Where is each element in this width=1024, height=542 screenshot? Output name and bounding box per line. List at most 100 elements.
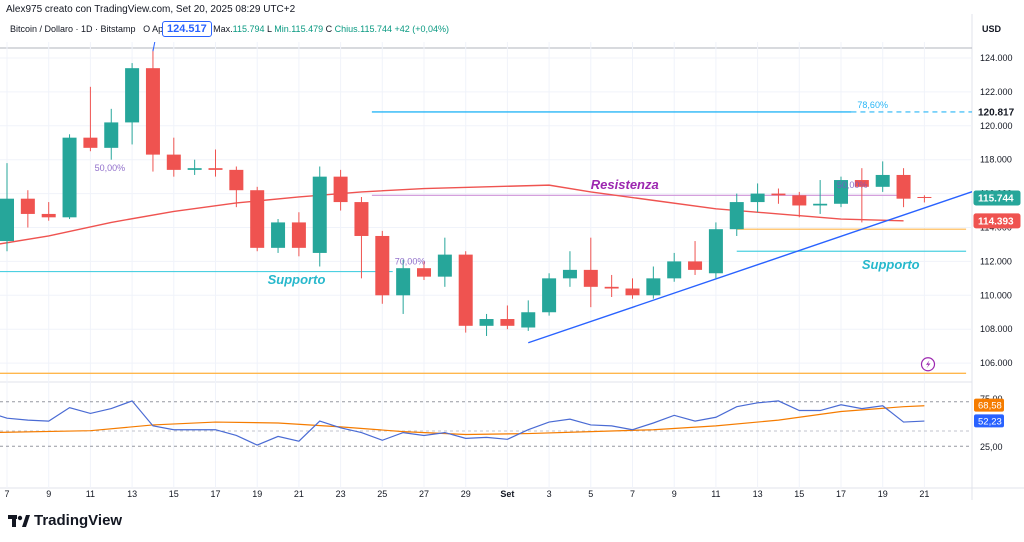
- x-tick-label: 3: [547, 489, 552, 499]
- candle-up-body: [729, 202, 744, 230]
- change-value: +42 (+0,04%): [394, 24, 450, 34]
- candle-down-body: [688, 261, 703, 270]
- candle-up-body: [562, 269, 577, 279]
- candle-down-body: [20, 198, 35, 214]
- x-tick-label: 9: [672, 489, 677, 499]
- candle-up-body: [125, 68, 140, 123]
- candle-down-body: [417, 268, 431, 277]
- candle-up-body: [542, 278, 557, 313]
- x-tick-label: 5: [588, 489, 593, 499]
- rsi-value-badge: [974, 414, 1004, 428]
- candle-down-body: [83, 137, 98, 148]
- high-price-badge[interactable]: 124.517: [162, 21, 212, 37]
- uptrend-line: [528, 191, 972, 344]
- x-tick-label: 7: [630, 489, 635, 499]
- fib-percent-label: 50,00%: [95, 163, 126, 173]
- candle-down-body: [625, 288, 640, 296]
- candle-up-body: [437, 254, 452, 277]
- x-tick-label: 13: [753, 489, 763, 499]
- open-label: O: [143, 24, 151, 34]
- attribution-text: Alex975 creato con TradingView.com, Set …: [6, 4, 296, 15]
- rsi-layer: [0, 400, 972, 447]
- candle-down-body: [896, 174, 911, 199]
- x-tick-label: 13: [127, 489, 137, 499]
- rsi-line: [0, 400, 925, 446]
- tradingview-logo-icon: [8, 514, 30, 527]
- tradingview-logo-text: TradingView: [34, 512, 123, 529]
- rsi-tick-label: 25,00: [980, 442, 1003, 452]
- price-badge-value: 120.817: [978, 107, 1015, 118]
- x-tick-label: 21: [919, 489, 929, 499]
- x-tick-label: 25: [377, 489, 387, 499]
- support-annotation: Supporto: [862, 257, 920, 272]
- price-badge-last: [973, 190, 1021, 206]
- candle-up-body: [708, 229, 723, 274]
- price-badge-value: 114.393: [978, 216, 1014, 227]
- currency-label: USD: [982, 24, 1002, 34]
- y-tick-label: 108.000: [980, 324, 1013, 334]
- x-tick-label: 15: [794, 489, 804, 499]
- candle-up-body: [62, 137, 77, 218]
- candle-up-body: [667, 261, 682, 279]
- x-tick-label: 7: [4, 489, 9, 499]
- x-tick-label: 17: [210, 489, 220, 499]
- y-tick-label: 118.000: [980, 155, 1012, 165]
- y-tick-label: 122.000: [980, 87, 1013, 97]
- low-value: Min.115.479: [274, 24, 324, 34]
- x-tick-label: 27: [419, 489, 429, 499]
- fib-percent-label: 50,00%: [837, 180, 868, 190]
- high-value: 115.794: [232, 24, 265, 34]
- candle-down-body: [375, 235, 390, 296]
- candle-up-body: [104, 122, 119, 148]
- y-tick-label: 120.000: [980, 121, 1013, 131]
- y-tick-label: 124.000: [980, 53, 1013, 63]
- price-badge-level: [973, 104, 1021, 120]
- candle-up-body: [813, 203, 828, 206]
- x-tick-label: 9: [46, 489, 51, 499]
- support-annotation: Supporto: [268, 272, 326, 287]
- x-tick-label: 21: [294, 489, 304, 499]
- candle-down-body: [771, 193, 786, 196]
- lightning-icon-glyph: [926, 360, 931, 369]
- candle-up-body: [312, 176, 327, 253]
- candle-down-body: [208, 168, 223, 170]
- candle-down-body: [145, 68, 160, 155]
- resistance-annotation: Resistenza: [591, 177, 659, 192]
- candle-down-body: [333, 176, 348, 203]
- candle-up-body: [875, 174, 890, 187]
- high-label: Max.: [213, 24, 233, 34]
- y-tick-label: 112.000: [980, 256, 1012, 266]
- candle-down-body: [583, 269, 598, 287]
- candle-up-body: [834, 180, 848, 204]
- candle-up-body: [271, 222, 286, 248]
- x-tick-label: 19: [878, 489, 888, 499]
- candle-up-body: [479, 319, 494, 326]
- candle-down-body: [229, 169, 244, 191]
- fib-786-label: 78,60%: [857, 100, 888, 110]
- candle-down-body: [458, 254, 473, 326]
- candle-down-body: [604, 286, 619, 289]
- candle-down-body: [291, 222, 306, 248]
- x-tick-label: 23: [336, 489, 346, 499]
- candle-down-body: [500, 319, 515, 326]
- candle-up-body: [521, 312, 536, 328]
- x-tick-label: 17: [836, 489, 846, 499]
- candle-up-body: [187, 168, 202, 170]
- candle-down-body: [917, 196, 932, 198]
- candle-down-body: [854, 180, 869, 187]
- rsi-ma-badge-value: 68,58: [978, 401, 1002, 412]
- low-label: L: [267, 24, 272, 34]
- y-tick-label: 106.000: [980, 358, 1013, 368]
- symbol-title: Bitcoin / Dollaro · 1D · Bitstamp: [10, 24, 136, 34]
- tradingview-logo[interactable]: TradingView: [8, 512, 122, 529]
- rsi-ma-line: [0, 405, 925, 436]
- candle-up-body: [646, 278, 661, 296]
- close-value: Chius.115.744: [334, 24, 392, 34]
- fib-percent-label: 70,00%: [395, 256, 426, 266]
- x-tick-label: 15: [169, 489, 179, 499]
- candle-down-body: [792, 195, 807, 206]
- rsi-ma-badge: [974, 398, 1004, 412]
- x-tick-label: 29: [461, 489, 471, 499]
- candle-down-body: [41, 213, 56, 218]
